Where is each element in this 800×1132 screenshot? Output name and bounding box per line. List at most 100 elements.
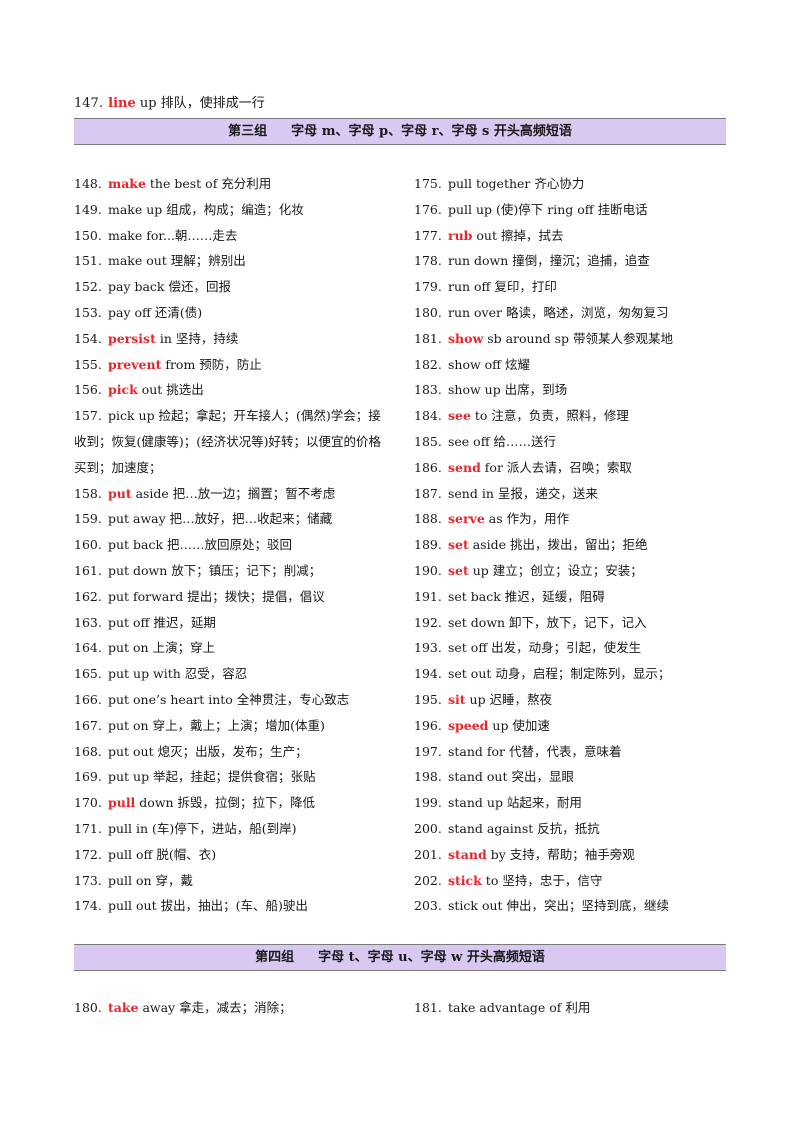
phrase-entry: 172. pull off 脱(帽、衣) xyxy=(74,842,394,868)
entry-text: away 拿走，减去；消除； xyxy=(138,1000,292,1015)
entry-text: up 迟睡，熬夜 xyxy=(465,691,553,707)
entry-keyword: serve xyxy=(447,511,485,527)
entry-text: in 坚持，持续 xyxy=(155,330,239,346)
entry-number: 180. xyxy=(414,304,442,320)
phrase-entry: 161. put down 放下；镇压；记下；削减； xyxy=(74,558,394,584)
left-column: 148. make the best of 充分利用 149. make up 组… xyxy=(74,171,394,919)
phrase-entry: 187. send in 呈报，递交，送来 xyxy=(414,481,734,507)
entry-number: 166. xyxy=(74,691,102,707)
entry-text: show off 炫耀 xyxy=(447,356,531,372)
entry-text: pull in (车)停下，进站，船(到岸) xyxy=(107,820,297,836)
phrase-entry: 163. put off 推迟，延期 xyxy=(74,610,394,636)
entry-text: pull together 齐心协力 xyxy=(447,176,585,191)
entry-text: put up 举起，挂起；提供食宿；张贴 xyxy=(107,769,316,785)
entry-keyword: stick xyxy=(447,872,482,888)
entry-keyword: pick xyxy=(107,382,138,398)
phrase-entry: 160. put back 把……放回原处；驳回 xyxy=(74,532,394,558)
entry-keyword: sit xyxy=(447,691,466,707)
entry-text: stand for 代替，代表，意味着 xyxy=(447,743,622,759)
phrase-entry: 154. persist in 坚持，持续 xyxy=(74,326,394,352)
phrase-entry: 173. pull on 穿，戴 xyxy=(74,868,394,894)
group-label: 第三组 xyxy=(228,124,268,139)
entry-keyword: set xyxy=(447,537,469,553)
entry-text: take advantage of 利用 xyxy=(447,1000,591,1015)
entry-text: put away 把…放好，把…收起来；储藏 xyxy=(107,511,333,527)
entry-text: show up 出席，到场 xyxy=(447,382,568,398)
entry-number: 154. xyxy=(74,330,102,346)
entry-keyword: pull xyxy=(107,795,136,811)
entry-text: set back 推迟，延缓，阻碍 xyxy=(447,588,605,604)
entry-number: 171. xyxy=(74,820,102,836)
entry-number: 192. xyxy=(414,614,442,630)
entry-number: 201. xyxy=(414,846,442,862)
entry-number: 155. xyxy=(74,356,102,372)
entry-text: put up with 忍受，容忍 xyxy=(107,666,248,682)
entry-text: the best of 充分利用 xyxy=(145,176,272,191)
entry-number: 163. xyxy=(74,614,102,630)
entry-text: stand against 反抗，抵抗 xyxy=(447,820,600,836)
entry-text: set out 动身，启程；制定陈列，显示； xyxy=(447,666,671,682)
entry-180-take: 180. take away 拿走，减去；消除； xyxy=(74,997,292,1019)
phrase-entry: 198. stand out 突出，显眼 xyxy=(414,764,734,790)
entry-keyword: send xyxy=(447,459,481,475)
entry-text: make up 组成，构成；编造；化妆 xyxy=(107,201,304,217)
entry-text: put down 放下；镇压；记下；削减； xyxy=(107,562,322,578)
entry-text: pick up 捡起；拿起；开车接人；(偶然)学会；接收到；恢复(健康等)；(经… xyxy=(74,408,382,475)
entry-number: 161. xyxy=(74,562,102,578)
entry-number: 157. xyxy=(74,408,102,424)
entry-number: 197. xyxy=(414,743,442,759)
entry-text: pull on 穿，戴 xyxy=(107,872,194,888)
entry-147: 147. line up 排队，使排成一行 xyxy=(74,95,265,113)
entry-keyword: rub xyxy=(447,227,473,243)
entry-keyword: make xyxy=(107,176,146,191)
phrase-entry: 181. show sb around sp 带领某人参观某地 xyxy=(414,326,734,352)
entry-keyword: prevent xyxy=(107,356,162,372)
entry-number: 199. xyxy=(414,795,442,811)
phrase-entry: 167. put on 穿上，戴上；上演；增加(体重) xyxy=(74,713,394,739)
entry-number: 181. xyxy=(414,330,442,346)
phrase-entry: 157. pick up 捡起；拿起；开车接人；(偶然)学会；接收到；恢复(健康… xyxy=(74,403,392,480)
phrase-entry: 174. pull out 拔出，抽出；(车、船)驶出 xyxy=(74,893,394,919)
phrase-entry: 165. put up with 忍受，容忍 xyxy=(74,661,394,687)
entry-number: 152. xyxy=(74,279,102,295)
phrase-entry: 158. put aside 把…放一边；搁置；暂不考虑 xyxy=(74,481,394,507)
phrase-entry: 171. pull in (车)停下，进站，船(到岸) xyxy=(74,816,394,842)
entry-number: 198. xyxy=(414,769,442,785)
phrase-entry: 193. set off 出发，动身；引起，使发生 xyxy=(414,635,734,661)
entry-number: 176. xyxy=(414,201,442,217)
entry-text: stick out 伸出，突出；坚持到底，继续 xyxy=(447,898,670,914)
phrase-entry: 201. stand by 支持，帮助；袖手旁观 xyxy=(414,842,734,868)
entry-text: run over 略读，略述，浏览，匆匆复习 xyxy=(447,304,669,320)
entry-number: 170. xyxy=(74,795,102,811)
entry-number: 159. xyxy=(74,511,102,527)
entry-number: 158. xyxy=(74,485,102,501)
entry-keyword: speed xyxy=(447,717,489,733)
phrase-entry: 159. put away 把…放好，把…收起来；储藏 xyxy=(74,506,394,532)
phrase-entry: 175. pull together 齐心协力 xyxy=(414,171,734,197)
entry-number: 193. xyxy=(414,640,442,656)
entry-text: make out 理解；辨别出 xyxy=(107,253,246,269)
entry-keyword: persist xyxy=(107,330,156,346)
entry-number: 169. xyxy=(74,769,102,785)
entry-text: to 注意，负责，照料，修理 xyxy=(470,408,629,424)
entry-text: as 作为，用作 xyxy=(484,511,570,527)
entry-keyword: stand xyxy=(447,846,487,862)
entry-number: 160. xyxy=(74,537,102,553)
entry-text: run down 撞倒，撞沉；追捕，追查 xyxy=(447,253,650,269)
entry-text: up 排队，使排成一行 xyxy=(135,96,265,111)
entry-number: 202. xyxy=(414,872,442,888)
entry-number: 196. xyxy=(414,717,442,733)
entry-text: set off 出发，动身；引起，使发生 xyxy=(447,640,642,656)
entry-181-take: 181. take advantage of 利用 xyxy=(414,997,590,1019)
entry-number: 182. xyxy=(414,356,442,372)
entry-text: put forward 提出；拨快；提倡，倡议 xyxy=(107,588,325,604)
entry-text: put off 推迟，延期 xyxy=(107,614,216,630)
entry-text: see off 给……送行 xyxy=(447,433,557,449)
entry-text: up 建立；创立；设立；安装； xyxy=(468,562,643,578)
entry-text: run off 复印，打印 xyxy=(447,279,557,295)
entry-text: put one’s heart into 全神贯注，专心致志 xyxy=(107,691,350,707)
phrase-entry: 195. sit up 迟睡，熬夜 xyxy=(414,687,734,713)
group-title: 字母 t、字母 u、字母 w 开头高频短语 xyxy=(318,950,545,965)
phrase-entry: 183. show up 出席，到场 xyxy=(414,377,734,403)
